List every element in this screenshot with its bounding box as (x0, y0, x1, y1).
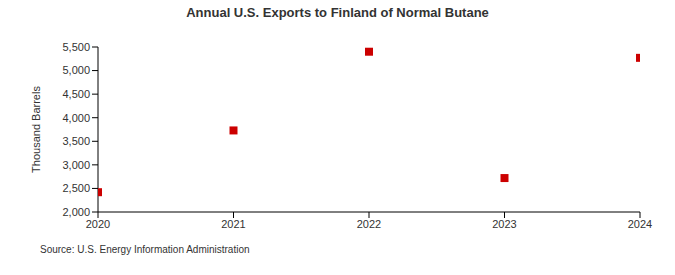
svg-text:2,000: 2,000 (62, 206, 90, 218)
svg-text:4,000: 4,000 (62, 112, 90, 124)
svg-text:2022: 2022 (357, 218, 381, 230)
svg-text:2024: 2024 (628, 218, 652, 230)
svg-text:3,500: 3,500 (62, 135, 90, 147)
html-text:Annual U.S. Exports to Finland: Annual U.S. Exports to Finland of Normal… (186, 5, 489, 20)
svg-text:2023: 2023 (492, 218, 516, 230)
svg-text:2,500: 2,500 (62, 182, 90, 194)
svg-text:2020: 2020 (86, 218, 110, 230)
html-text:Source: U.S. Energy Informatio: Source: U.S. Energy Information Administ… (40, 244, 250, 255)
svg-text:2021: 2021 (221, 218, 245, 230)
svg-text:5,500: 5,500 (62, 41, 90, 53)
svg-text:5,000: 5,000 (62, 64, 90, 76)
svg-text:4,500: 4,500 (62, 88, 90, 100)
svg-text:Thousand Barrels: Thousand Barrels (30, 86, 42, 173)
svg-text:3,000: 3,000 (62, 159, 90, 171)
